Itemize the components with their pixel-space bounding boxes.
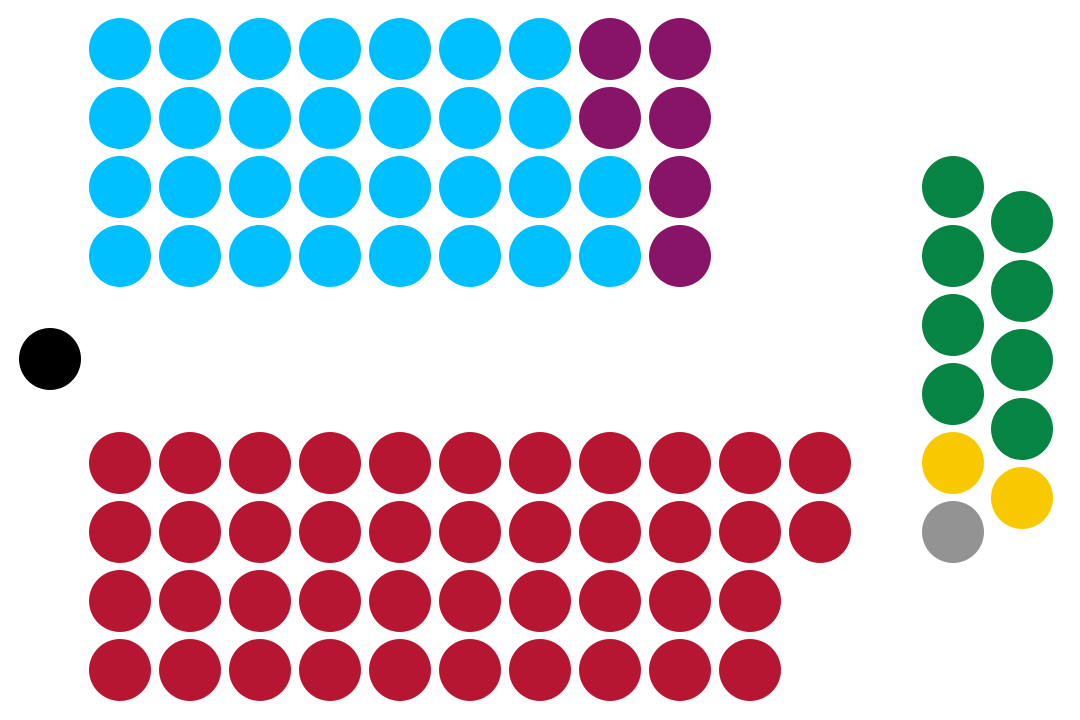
seat-cyan (159, 156, 221, 218)
seat-red (299, 432, 361, 494)
seat-red (229, 501, 291, 563)
seat-red (89, 432, 151, 494)
seat-green (991, 329, 1053, 391)
seat-purple (649, 156, 711, 218)
seat-presiding (19, 328, 81, 390)
seat-red (299, 501, 361, 563)
seat-cyan (369, 156, 431, 218)
seat-red (439, 639, 501, 701)
seat-purple (649, 18, 711, 80)
seat-cyan (299, 156, 361, 218)
seat-cyan (299, 225, 361, 287)
seat-red (89, 501, 151, 563)
seat-cyan (369, 18, 431, 80)
seat-cyan (229, 225, 291, 287)
seat-red (789, 501, 851, 563)
seat-yellow (922, 432, 984, 494)
seat-purple (649, 225, 711, 287)
seat-red (719, 570, 781, 632)
seat-cyan (509, 156, 571, 218)
seat-cyan (159, 18, 221, 80)
seat-cyan (159, 87, 221, 149)
seat-cyan (89, 225, 151, 287)
seat-cyan (439, 156, 501, 218)
seat-cyan (229, 18, 291, 80)
seat-cyan (89, 18, 151, 80)
seat-cyan (509, 225, 571, 287)
seat-red (719, 501, 781, 563)
seat-red (439, 501, 501, 563)
seat-red (439, 432, 501, 494)
seat-cyan (299, 18, 361, 80)
seat-cyan (369, 225, 431, 287)
seat-red (299, 639, 361, 701)
seat-red (369, 639, 431, 701)
seat-red (579, 639, 641, 701)
seat-cyan (299, 87, 361, 149)
seat-red (89, 570, 151, 632)
seat-gray (922, 501, 984, 563)
seat-red (229, 570, 291, 632)
seat-red (369, 501, 431, 563)
seat-red (579, 570, 641, 632)
seat-cyan (509, 87, 571, 149)
seat-red (159, 639, 221, 701)
seat-red (439, 570, 501, 632)
seat-red (229, 639, 291, 701)
seat-purple (579, 18, 641, 80)
seat-green (922, 156, 984, 218)
seat-cyan (369, 87, 431, 149)
seat-cyan (89, 156, 151, 218)
seat-red (579, 501, 641, 563)
seat-red (789, 432, 851, 494)
seat-red (369, 432, 431, 494)
seat-red (89, 639, 151, 701)
seat-red (159, 432, 221, 494)
seat-green (922, 294, 984, 356)
seat-cyan (439, 87, 501, 149)
seat-cyan (579, 225, 641, 287)
seat-red (299, 570, 361, 632)
seat-cyan (439, 18, 501, 80)
seat-cyan (579, 156, 641, 218)
seat-green (922, 225, 984, 287)
seat-cyan (159, 225, 221, 287)
seat-red (579, 432, 641, 494)
seat-red (509, 501, 571, 563)
seat-cyan (439, 225, 501, 287)
seat-green (991, 260, 1053, 322)
seat-purple (649, 87, 711, 149)
seat-purple (579, 87, 641, 149)
seat-red (159, 570, 221, 632)
seat-cyan (229, 156, 291, 218)
seat-green (991, 398, 1053, 460)
seat-red (649, 570, 711, 632)
seat-red (649, 432, 711, 494)
seat-green (922, 363, 984, 425)
seat-red (719, 639, 781, 701)
seat-red (369, 570, 431, 632)
seat-red (159, 501, 221, 563)
seat-red (509, 570, 571, 632)
seat-cyan (89, 87, 151, 149)
seat-red (649, 501, 711, 563)
seat-cyan (229, 87, 291, 149)
seat-red (509, 639, 571, 701)
seat-green (991, 191, 1053, 253)
seat-yellow (991, 467, 1053, 529)
seat-red (229, 432, 291, 494)
seat-red (719, 432, 781, 494)
seat-red (649, 639, 711, 701)
seat-cyan (509, 18, 571, 80)
seat-red (509, 432, 571, 494)
